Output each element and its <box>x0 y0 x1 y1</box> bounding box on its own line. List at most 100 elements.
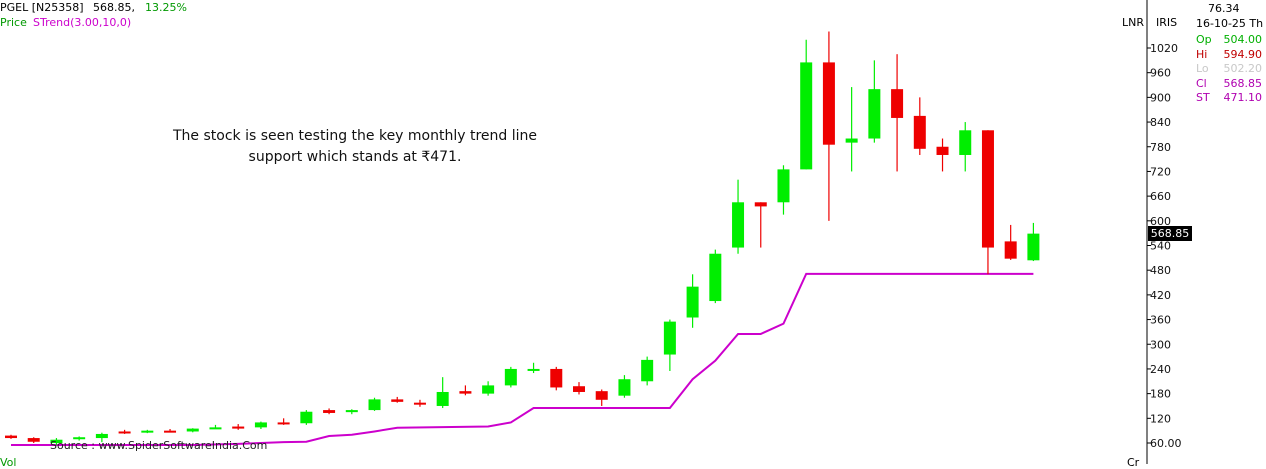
last-price-label: 568.85, <box>93 1 135 14</box>
ohlc-key: Hi <box>1196 47 1208 61</box>
y-axis-ticks: 60.00 120 180 240 300 360 420 480 540 600 660 720 78… <box>1147 42 1182 450</box>
candle-body <box>891 89 904 118</box>
candle <box>277 418 290 425</box>
y-tick-label: 60.00 <box>1150 437 1182 450</box>
candle <box>618 375 631 398</box>
candle-body <box>550 368 563 388</box>
candle-body <box>981 130 994 248</box>
y-tick-label: 300 <box>1150 338 1171 351</box>
ohlc-key: Cl <box>1196 76 1207 90</box>
y-tick-label: 900 <box>1150 91 1171 104</box>
candle-body <box>822 62 835 145</box>
chart-annotation: The stock is seen testing the key monthl… <box>150 126 560 168</box>
candle-body <box>186 428 199 432</box>
candle <box>345 409 358 415</box>
candle-body <box>436 391 449 406</box>
candle <box>981 130 994 275</box>
candle-body <box>845 138 858 143</box>
candle-body <box>141 430 154 433</box>
ohlc-value: 502.20 <box>1223 62 1263 76</box>
y-tick-label: 780 <box>1150 141 1171 154</box>
supertrend-line <box>11 272 1034 447</box>
candle-body <box>345 410 358 413</box>
candle-body <box>527 368 540 371</box>
scale-mode-label[interactable]: LNR <box>1122 16 1144 29</box>
candle <box>936 138 949 172</box>
candle <box>822 31 835 221</box>
candle-body <box>595 391 608 400</box>
candle <box>686 274 699 328</box>
candle-body <box>232 426 245 429</box>
annotation-line-2: support which stands at ₹471. <box>248 149 462 165</box>
candle-body <box>641 359 654 382</box>
candle <box>504 366 517 388</box>
candle-body <box>663 321 676 355</box>
candle-body <box>868 89 881 139</box>
candle-body <box>5 435 17 439</box>
source-tag-label: IRIS <box>1156 16 1178 29</box>
y-tick-label: 840 <box>1150 116 1171 129</box>
candle <box>209 424 222 430</box>
candle-body <box>618 379 631 396</box>
candle <box>164 429 177 433</box>
candle <box>1027 222 1040 262</box>
candle-body <box>73 437 86 440</box>
candle-body <box>1027 233 1040 261</box>
candle-body <box>50 439 63 443</box>
candle <box>459 385 472 396</box>
candle-body <box>482 385 495 394</box>
candle <box>527 362 540 374</box>
candle <box>323 408 336 415</box>
candle-body <box>459 391 472 394</box>
candle <box>254 421 267 430</box>
candle-body <box>254 422 267 428</box>
candle <box>959 122 972 172</box>
candle <box>913 97 926 155</box>
y-tick-label: 240 <box>1150 363 1171 376</box>
candle <box>482 381 495 396</box>
candle-body <box>391 399 404 402</box>
candle <box>891 54 904 172</box>
candle <box>413 399 426 407</box>
candle-body <box>777 169 790 203</box>
candle-body <box>800 62 813 170</box>
ohlc-value: 471.10 <box>1223 91 1263 105</box>
y-tick-label: 960 <box>1150 67 1171 80</box>
y-tick-label: 180 <box>1150 388 1171 401</box>
candle-body <box>504 368 517 386</box>
y-tick-label: 420 <box>1150 289 1171 302</box>
candle-body <box>754 202 767 207</box>
candle <box>845 87 858 172</box>
candle <box>663 319 676 371</box>
annotation-line-1: The stock is seen testing the key monthl… <box>172 128 538 144</box>
candle <box>27 437 40 443</box>
candlestick-series <box>5 31 1040 446</box>
y-tick-label: 720 <box>1150 165 1171 178</box>
supertrend-line-group <box>11 272 1034 447</box>
candle <box>118 429 131 434</box>
symbol-label: PGEL [N25358] <box>0 1 84 14</box>
candle <box>141 429 154 434</box>
y-tick-label: 540 <box>1150 240 1171 253</box>
ohlc-key: ST <box>1196 91 1210 105</box>
candle-body <box>573 386 585 392</box>
candle <box>232 424 245 430</box>
candle-body <box>95 433 108 439</box>
candle <box>1004 224 1017 260</box>
source-credit: Source : www.SpiderSoftwareIndia.Com <box>50 439 268 452</box>
candle-body <box>732 202 745 248</box>
ohlc-value: 504.00 <box>1223 33 1263 46</box>
candle <box>777 165 790 215</box>
candle <box>800 39 813 170</box>
candle <box>550 366 563 391</box>
candle <box>573 382 585 395</box>
ohlc-value: 568.85 <box>1223 76 1263 90</box>
y-tick-label: 1020 <box>1150 42 1178 55</box>
candle <box>436 377 449 409</box>
candle-body <box>164 430 177 433</box>
ohlc-key: Op <box>1196 33 1212 46</box>
candle <box>732 179 745 254</box>
candle-body <box>27 438 40 442</box>
candle <box>595 389 608 406</box>
